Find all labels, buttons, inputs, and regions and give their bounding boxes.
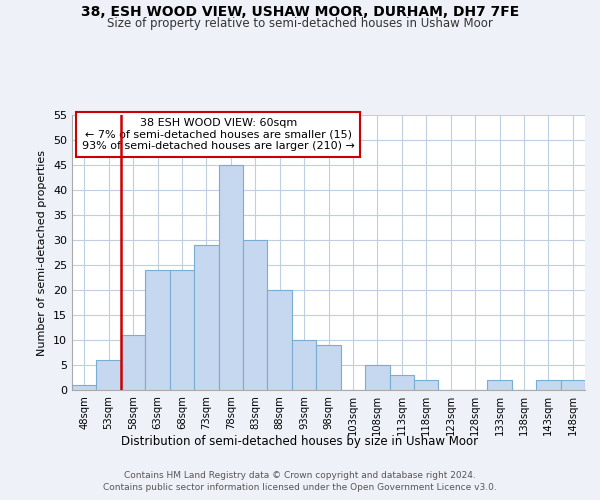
Bar	[487, 380, 512, 390]
Bar	[194, 245, 218, 390]
Bar	[121, 335, 145, 390]
Text: Distribution of semi-detached houses by size in Ushaw Moor: Distribution of semi-detached houses by …	[121, 435, 479, 448]
Bar	[389, 375, 414, 390]
Y-axis label: Number of semi-detached properties: Number of semi-detached properties	[37, 150, 47, 356]
Bar	[145, 270, 170, 390]
Bar	[414, 380, 439, 390]
Text: 38, ESH WOOD VIEW, USHAW MOOR, DURHAM, DH7 7FE: 38, ESH WOOD VIEW, USHAW MOOR, DURHAM, D…	[81, 5, 519, 19]
Bar	[72, 385, 97, 390]
Bar	[316, 345, 341, 390]
Text: Contains public sector information licensed under the Open Government Licence v3: Contains public sector information licen…	[103, 484, 497, 492]
Text: Contains HM Land Registry data © Crown copyright and database right 2024.: Contains HM Land Registry data © Crown c…	[124, 471, 476, 480]
Bar	[218, 165, 243, 390]
Bar	[560, 380, 585, 390]
Bar	[536, 380, 560, 390]
Bar	[268, 290, 292, 390]
Bar	[243, 240, 268, 390]
Text: Size of property relative to semi-detached houses in Ushaw Moor: Size of property relative to semi-detach…	[107, 18, 493, 30]
Bar	[292, 340, 316, 390]
Bar	[365, 365, 389, 390]
Bar	[97, 360, 121, 390]
Text: 38 ESH WOOD VIEW: 60sqm
← 7% of semi-detached houses are smaller (15)
93% of sem: 38 ESH WOOD VIEW: 60sqm ← 7% of semi-det…	[82, 118, 355, 151]
Bar	[170, 270, 194, 390]
